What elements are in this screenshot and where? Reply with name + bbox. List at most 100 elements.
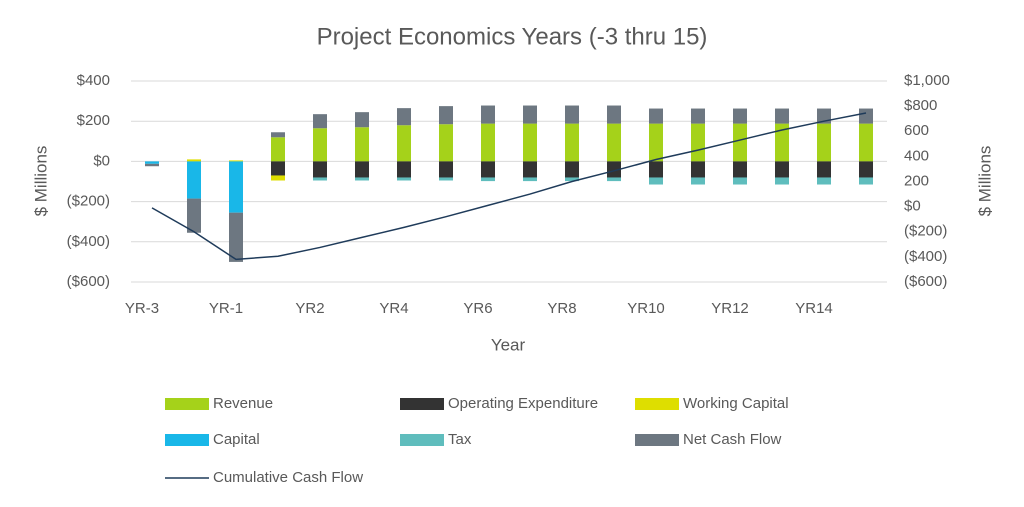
bar-segment <box>649 161 663 178</box>
bar-segment <box>859 161 873 178</box>
y-tick-label: ($200) <box>67 193 110 210</box>
bar-segment <box>859 108 873 124</box>
bar-segment <box>565 177 579 182</box>
bar-segment <box>649 177 663 185</box>
bar-segment <box>649 108 663 124</box>
bar-segment <box>565 161 579 178</box>
bar-segment <box>355 112 369 128</box>
bar-segment <box>733 108 747 124</box>
y2-tick-label: 200 <box>904 172 929 189</box>
bar-segment <box>523 177 537 182</box>
legend-label: Cumulative Cash Flow <box>213 469 363 486</box>
bar-segment <box>565 123 579 162</box>
legend-label: Working Capital <box>683 395 789 412</box>
bar-segment <box>607 123 621 162</box>
x-tick-label: YR-3 <box>125 300 159 317</box>
bar-segment <box>691 123 705 162</box>
bar-segment <box>397 161 411 178</box>
y2-tick-label: ($600) <box>904 273 947 290</box>
bar-segment <box>271 161 285 176</box>
bar-segment <box>313 114 327 129</box>
legend-label: Revenue <box>213 395 273 412</box>
legend-swatch <box>165 398 209 410</box>
x-tick-label: YR12 <box>711 300 749 317</box>
bar-segment <box>817 123 831 162</box>
legend-swatch <box>635 434 679 446</box>
bar-segment <box>607 161 621 178</box>
bar-segment <box>607 177 621 182</box>
bar-segment <box>397 125 411 162</box>
legend-label: Capital <box>213 431 260 448</box>
bar-segment <box>271 137 285 162</box>
y-tick-label: $400 <box>77 72 110 89</box>
legend-swatch <box>400 434 444 446</box>
bar-segment <box>817 177 831 185</box>
bar-segment <box>397 177 411 181</box>
bar-segment <box>355 127 369 162</box>
x-tick-label: YR14 <box>795 300 833 317</box>
bar-segment <box>397 108 411 126</box>
bar-segment <box>439 124 453 162</box>
x-tick-label: YR-1 <box>209 300 243 317</box>
bar-segment <box>439 106 453 125</box>
bar-segment <box>271 175 285 181</box>
y2-axis-title: $ Millions <box>975 146 994 217</box>
bar-segment <box>313 177 327 181</box>
bar-segment <box>859 177 873 185</box>
bar-segment <box>649 123 663 162</box>
y2-tick-label: 400 <box>904 147 929 164</box>
legend-label: Operating Expenditure <box>448 395 598 412</box>
bar-segment <box>229 212 243 262</box>
bar-segment <box>607 105 621 124</box>
bar-segment <box>481 105 495 124</box>
bar-segment <box>313 161 327 178</box>
bar-segment <box>229 161 243 213</box>
y-axis-title: $ Millions <box>31 146 50 217</box>
y2-tick-label: $1,000 <box>904 72 950 89</box>
bar-segment <box>691 108 705 124</box>
bar-segment <box>775 177 789 185</box>
y2-tick-label: ($400) <box>904 248 947 265</box>
x-tick-label: YR8 <box>547 300 576 317</box>
bar-segment <box>733 177 747 185</box>
bar-segment <box>523 161 537 178</box>
bar-segment <box>313 128 327 162</box>
bar-segment <box>565 105 579 124</box>
bar-segment <box>439 161 453 178</box>
bar-segment <box>187 161 201 199</box>
bar-segment <box>229 160 243 162</box>
y-tick-label: $0 <box>93 152 110 169</box>
bar-segment <box>523 105 537 124</box>
bar-segment <box>481 161 495 178</box>
bar-segment <box>355 177 369 181</box>
y2-tick-label: ($200) <box>904 223 947 240</box>
bar-segment <box>691 161 705 178</box>
bar-segment <box>859 123 873 162</box>
bar-segment <box>691 177 705 185</box>
bar-segment <box>817 161 831 178</box>
legend-swatch <box>400 398 444 410</box>
y2-tick-label: 600 <box>904 122 929 139</box>
legend-label: Net Cash Flow <box>683 431 782 448</box>
bar-segment <box>733 123 747 162</box>
bar-segment <box>481 123 495 162</box>
bar-segment <box>523 123 537 162</box>
bar-segment <box>775 161 789 178</box>
bar-segment <box>271 132 285 138</box>
legend-swatch <box>165 434 209 446</box>
bar-segment <box>145 161 159 164</box>
legend-swatch <box>635 398 679 410</box>
x-tick-label: YR10 <box>627 300 665 317</box>
bar-segment <box>775 108 789 124</box>
bar-segment <box>733 161 747 178</box>
line-series <box>151 112 867 261</box>
bar-segment <box>187 198 201 233</box>
y-tick-label: ($400) <box>67 233 110 250</box>
x-tick-label: YR4 <box>379 300 408 317</box>
bar-segment <box>439 177 453 181</box>
x-tick-label: YR2 <box>295 300 324 317</box>
bar-segment <box>481 177 495 182</box>
y2-tick-label: $800 <box>904 97 937 114</box>
y-tick-label: ($600) <box>67 273 110 290</box>
